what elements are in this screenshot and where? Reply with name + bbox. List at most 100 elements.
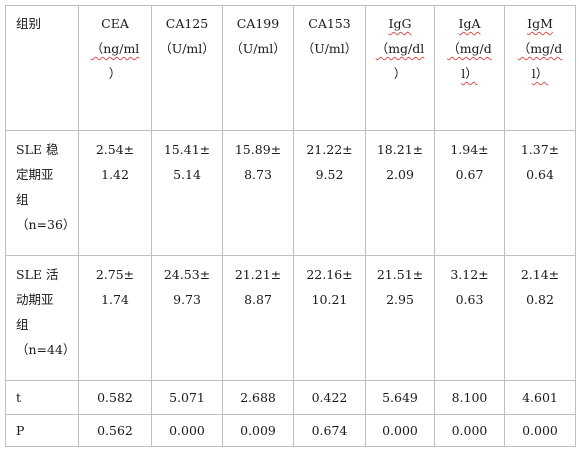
header-text: （U/ml）	[159, 41, 215, 56]
cell-text: 0.67	[455, 167, 484, 182]
cell-text: 0.000	[382, 423, 418, 438]
cell-text: 5.071	[169, 390, 205, 405]
cell-text: 21.22±	[306, 142, 353, 157]
cell-text: 0.674	[311, 423, 348, 438]
group-text: SLE 稳	[16, 142, 59, 157]
header-text: IgM	[527, 16, 553, 31]
cell-text: 0.009	[240, 423, 276, 438]
cell-text: 10.21	[311, 292, 348, 307]
cell-text: 8.73	[244, 167, 272, 182]
group-text: P	[16, 423, 25, 438]
value-cell: 0.562	[78, 414, 152, 447]
cell-text: 21.51±	[376, 267, 424, 282]
cell-text: 2.14±	[520, 267, 560, 282]
header-cell-group: 组别	[5, 5, 79, 131]
cell-text: 0.63	[455, 292, 484, 307]
header-text: l）	[531, 66, 549, 81]
header-text: （U/ml）	[230, 41, 286, 56]
cell-text: 22.16±	[306, 267, 353, 282]
cell-text: 15.89±	[234, 142, 282, 157]
header-row: 组别 CEA （ng/ml ） CA125 （U/ml） CA199 （U/ml…	[5, 5, 576, 131]
cell-text: 2.54±	[95, 142, 135, 157]
header-text: CA199	[236, 16, 280, 31]
group-cell: t	[5, 380, 79, 415]
group-cell: SLE 活 动期亚 组 （n=44）	[5, 255, 79, 381]
cell-text: 2.09	[386, 167, 414, 182]
data-table: 组别 CEA （ng/ml ） CA125 （U/ml） CA199 （U/ml…	[5, 5, 576, 447]
value-cell: 0.009	[222, 414, 294, 447]
value-cell: 15.41± 5.14	[151, 130, 223, 256]
header-text: ）	[108, 66, 122, 81]
header-cell-cea: CEA （ng/ml ）	[78, 5, 152, 131]
value-cell: 0.000	[365, 414, 435, 447]
value-cell: 0.582	[78, 380, 152, 415]
cell-text: 5.649	[382, 390, 418, 405]
cell-text: 21.21±	[234, 267, 282, 282]
value-cell: 1.94± 0.67	[434, 130, 505, 256]
table-row: SLE 活 动期亚 组 （n=44） 2.75± 1.74 24.53± 9.73 …	[5, 255, 576, 381]
header-text: IgA	[458, 16, 481, 31]
cell-text: 1.94±	[450, 142, 489, 157]
header-cell-ca199: CA199 （U/ml）	[222, 5, 294, 131]
header-text: CA125	[165, 16, 209, 31]
group-text: 定期亚	[16, 167, 54, 182]
value-cell: 4.601	[504, 380, 576, 415]
value-cell: 1.37± 0.64	[504, 130, 576, 256]
value-cell: 0.000	[504, 414, 576, 447]
value-cell: 18.21± 2.09	[365, 130, 435, 256]
value-cell: 2.75± 1.74	[78, 255, 152, 381]
value-cell: 5.649	[365, 380, 435, 415]
group-text: 组	[16, 192, 29, 207]
group-cell: SLE 稳 定期亚 组 （n=36）	[5, 130, 79, 256]
value-cell: 0.674	[293, 414, 366, 447]
value-cell: 24.53± 9.73	[151, 255, 223, 381]
group-text: （n=44）	[16, 342, 76, 357]
cell-text: 5.14	[173, 167, 201, 182]
value-cell: 8.100	[434, 380, 505, 415]
cell-text: 0.000	[522, 423, 558, 438]
cell-text: 24.53±	[163, 267, 211, 282]
cell-text: 9.52	[315, 167, 344, 182]
value-cell: 5.071	[151, 380, 223, 415]
cell-text: 0.422	[311, 390, 348, 405]
cell-text: 4.601	[522, 390, 558, 405]
header-text: （mg/dl	[375, 41, 425, 56]
value-cell: 0.422	[293, 380, 366, 415]
group-text: 组	[16, 317, 29, 332]
header-cell-igg: IgG （mg/dl ）	[365, 5, 435, 131]
value-cell: 22.16± 10.21	[293, 255, 366, 381]
value-cell: 21.51± 2.95	[365, 255, 435, 381]
table-row: P 0.562 0.000 0.009 0.674 0.000 0.000 0.…	[5, 414, 576, 447]
header-cell-igm: IgM （mg/d l）	[504, 5, 576, 131]
value-cell: 21.22± 9.52	[293, 130, 366, 256]
header-text: l）	[461, 66, 478, 81]
value-cell: 0.000	[434, 414, 505, 447]
cell-text: 0.000	[169, 423, 205, 438]
value-cell: 2.54± 1.42	[78, 130, 152, 256]
header-text: 组别	[16, 16, 42, 31]
header-text: IgG	[388, 16, 412, 31]
group-text: SLE 活	[16, 267, 59, 282]
value-cell: 21.21± 8.87	[222, 255, 294, 381]
group-text: （n=36）	[16, 217, 76, 232]
header-text: CEA	[101, 16, 129, 31]
cell-text: 0.64	[526, 167, 554, 182]
table-row: t 0.582 5.071 2.688 0.422 5.649 8.100 4.…	[5, 380, 576, 415]
cell-text: 2.95	[386, 292, 414, 307]
cell-text: 0.582	[97, 390, 133, 405]
value-cell: 3.12± 0.63	[434, 255, 505, 381]
cell-text: 8.87	[244, 292, 272, 307]
header-cell-ca125: CA125 （U/ml）	[151, 5, 223, 131]
cell-text: 9.73	[173, 292, 201, 307]
value-cell: 15.89± 8.73	[222, 130, 294, 256]
cell-text: 1.74	[101, 292, 129, 307]
value-cell: 2.14± 0.82	[504, 255, 576, 381]
group-text: 动期亚	[16, 292, 54, 307]
cell-text: 2.688	[240, 390, 276, 405]
header-cell-iga: IgA （mg/d l）	[434, 5, 505, 131]
header-text: （mg/d	[447, 41, 492, 56]
cell-text: 1.37±	[520, 142, 560, 157]
value-cell: 2.688	[222, 380, 294, 415]
header-text: CA153	[308, 16, 351, 31]
group-text: t	[16, 390, 22, 405]
